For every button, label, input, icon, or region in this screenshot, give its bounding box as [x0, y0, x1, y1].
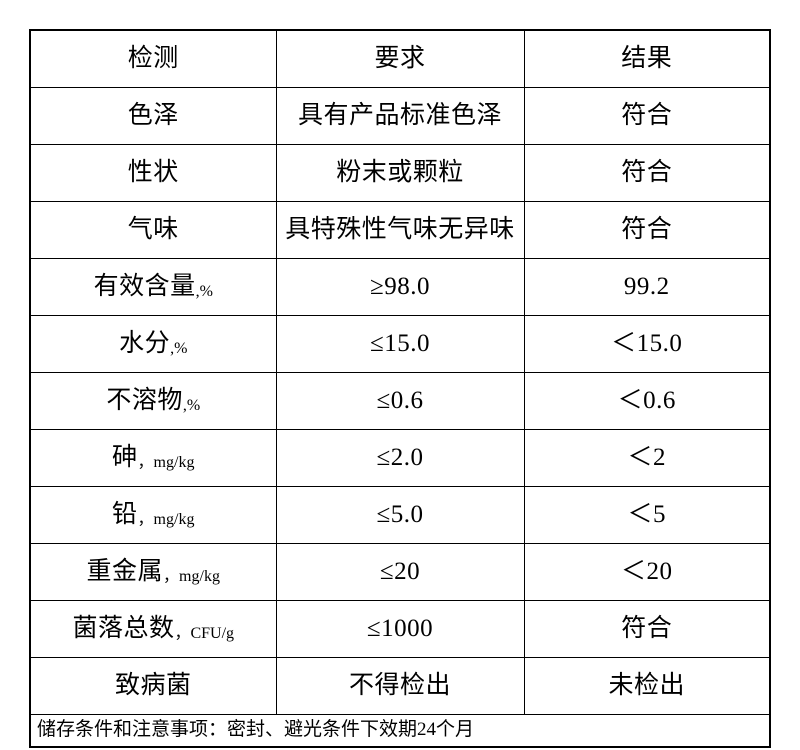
table-body: 检测 要求 结果 色泽 具有产品标准色泽 符合 性状 粉末或颗粒 符合 气味 具…	[29, 29, 771, 748]
table-header-row: 检测 要求 结果	[29, 29, 771, 88]
table-row: 气味 具特殊性气味无异味 符合	[29, 201, 771, 259]
item-unit: ,%	[182, 397, 201, 415]
table-row: 水分,% ≤15.0 ＜15.0	[29, 315, 771, 373]
item-label: 气味	[127, 216, 179, 244]
item-label: 砷	[112, 444, 138, 472]
item-label: 水分	[119, 330, 171, 358]
row-requirement: ≤1000	[275, 600, 525, 658]
item-unit: ,%	[195, 283, 213, 301]
column-header-item: 检测	[29, 29, 277, 88]
specification-table: 检测 要求 结果 色泽 具有产品标准色泽 符合 性状 粉末或颗粒 符合 气味 具…	[29, 29, 771, 748]
row-item-name: 有效含量,%	[29, 258, 277, 316]
item-label: 有效含量	[93, 273, 196, 301]
table-row: 铅，mg/kg ≤5.0 ＜5	[29, 486, 771, 544]
row-item-name: 性状	[29, 144, 277, 202]
row-requirement: ≤0.6	[275, 372, 525, 430]
footnote-row: 储存条件和注意事项：密封、避光条件下效期24个月	[29, 714, 771, 748]
table-row: 砷，mg/kg ≤2.0 ＜2	[29, 429, 771, 487]
item-unit: ，mg/kg	[137, 511, 195, 529]
row-result: ＜20	[523, 543, 771, 601]
item-label: 色泽	[127, 102, 179, 130]
row-item-name: 色泽	[29, 87, 277, 145]
storage-footnote: 储存条件和注意事项：密封、避光条件下效期24个月	[29, 714, 771, 748]
item-label: 铅	[112, 501, 138, 529]
row-result: ＜2	[523, 429, 771, 487]
row-item-name: 水分,%	[29, 315, 277, 373]
row-requirement: ≥98.0	[275, 258, 525, 316]
row-item-name: 砷，mg/kg	[29, 429, 277, 487]
table-row: 致病菌 不得检出 未检出	[29, 657, 771, 715]
row-item-name: 铅，mg/kg	[29, 486, 277, 544]
row-result: 99.2	[523, 258, 771, 316]
row-item-name: 菌落总数，CFU/g	[29, 600, 277, 658]
row-result: 符合	[523, 87, 771, 145]
table-row: 菌落总数，CFU/g ≤1000 符合	[29, 600, 771, 658]
table-row: 重金属，mg/kg ≤20 ＜20	[29, 543, 771, 601]
row-item-name: 重金属，mg/kg	[29, 543, 277, 601]
column-header-result: 结果	[523, 29, 771, 88]
table-row: 性状 粉末或颗粒 符合	[29, 144, 771, 202]
item-label: 不溶物	[106, 387, 183, 415]
row-result: ＜0.6	[523, 372, 771, 430]
row-result: ＜5	[523, 486, 771, 544]
table-row: 不溶物,% ≤0.6 ＜0.6	[29, 372, 771, 430]
item-unit: ，mg/kg	[163, 568, 220, 586]
item-unit: ，CFU/g	[174, 625, 235, 643]
row-result: 未检出	[523, 657, 771, 715]
row-requirement: 不得检出	[275, 657, 525, 715]
row-result: ＜15.0	[523, 315, 771, 373]
table-row: 有效含量,% ≥98.0 99.2	[29, 258, 771, 316]
item-unit: ,%	[170, 340, 188, 358]
table-row: 色泽 具有产品标准色泽 符合	[29, 87, 771, 145]
row-requirement: ≤2.0	[275, 429, 525, 487]
row-requirement: ≤20	[275, 543, 525, 601]
item-label: 性状	[127, 159, 179, 187]
item-unit: ，mg/kg	[137, 454, 195, 472]
item-label: 重金属	[86, 558, 164, 586]
row-requirement: ≤15.0	[275, 315, 525, 373]
row-result: 符合	[523, 600, 771, 658]
row-requirement: 具特殊性气味无异味	[275, 201, 525, 259]
row-requirement: 粉末或颗粒	[275, 144, 525, 202]
row-result: 符合	[523, 144, 771, 202]
column-header-requirement: 要求	[275, 29, 525, 88]
row-item-name: 不溶物,%	[29, 372, 277, 430]
row-result: 符合	[523, 201, 771, 259]
item-label: 致病菌	[114, 672, 192, 700]
row-requirement: ≤5.0	[275, 486, 525, 544]
item-label: 菌落总数	[72, 615, 175, 643]
row-requirement: 具有产品标准色泽	[275, 87, 525, 145]
row-item-name: 致病菌	[29, 657, 277, 715]
row-item-name: 气味	[29, 201, 277, 259]
